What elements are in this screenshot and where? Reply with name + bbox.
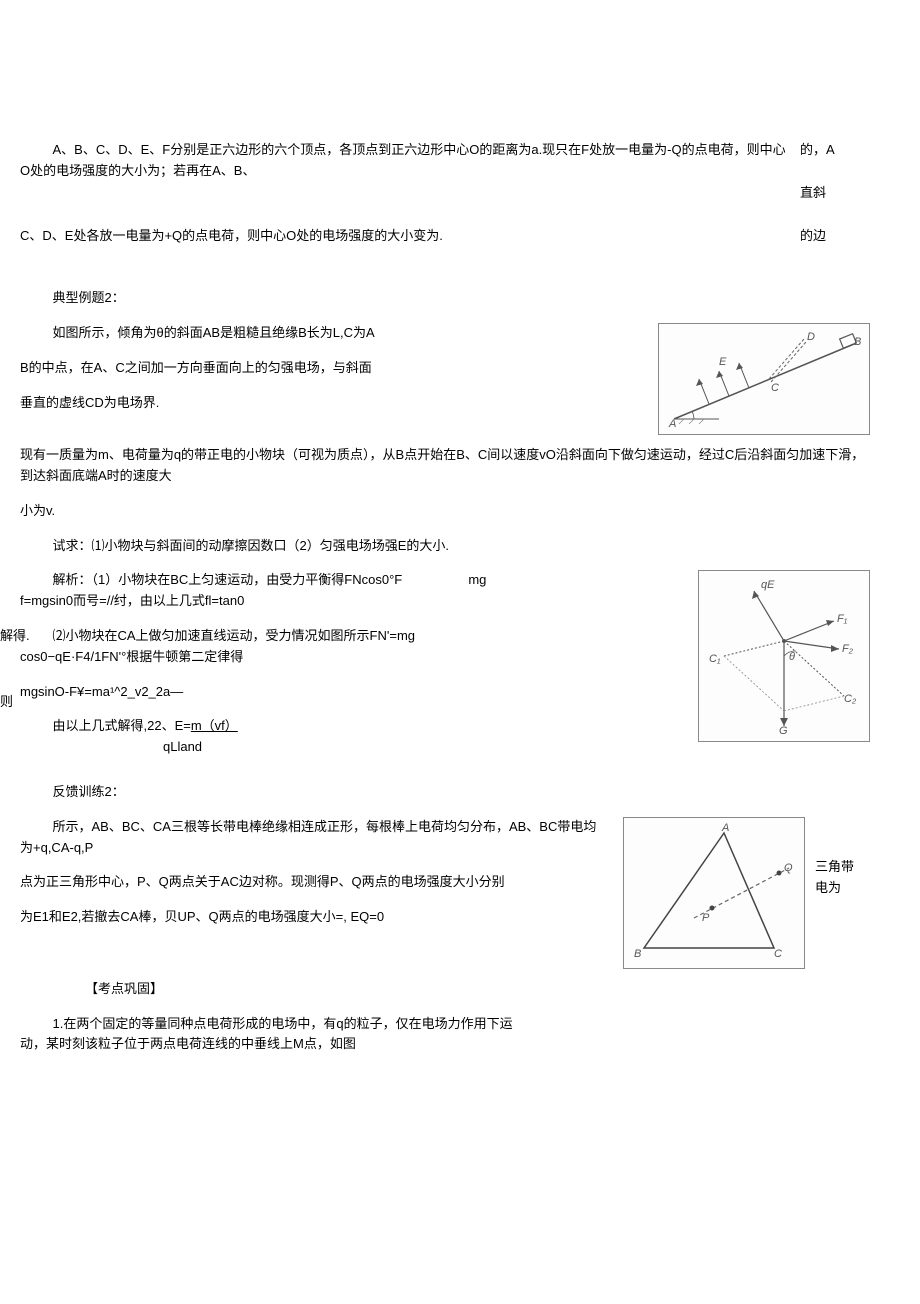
ex2-l3: 垂直的虚线CD为电场界. (20, 393, 648, 414)
hexagon-text-col: A、B、C、D、E、F分别是正六边形的六个顶点，各顶点到正六边形中心O的距离为a… (20, 140, 790, 196)
fb2-r2: 电为 (815, 878, 870, 899)
sol4u: m（vf） (191, 718, 238, 733)
solution-block: 解析：（1）小物块在BC上匀速运动，由受力平衡得FNcos0°F mg f=mg… (20, 570, 870, 772)
incline-figure: A B C D E (658, 323, 870, 435)
fig1-A: A (669, 416, 676, 434)
fig3-B: B (634, 946, 641, 964)
fig2-qE: qE (761, 577, 774, 595)
fb2-l3: 为E1和E2,若撤去CA棒，贝UP、Q两点的电场强度大小=, EQ=0 (20, 907, 603, 928)
hexagon-text-col-2: C、D、E处各放一电量为+Q的点电荷，则中心O处的电场强度的大小变为. (20, 226, 790, 261)
incline-svg (659, 324, 869, 434)
fig2-G: G (779, 723, 788, 741)
fb2-right-labels: 三角带 电为 (805, 817, 870, 899)
left-label-1: 解得. (0, 626, 30, 647)
fig3-P: P (702, 910, 709, 928)
fb2-l1: 所示，AB、BC、CA三根等长带电棒绝缘相连成正形，每根棒上电荷均匀分布，AB、… (20, 817, 603, 859)
sol1a: 解析：（1）小物块在BC上匀速运动，由受力平衡得FNcos0°F (53, 572, 403, 587)
fb2-r1: 三角带 (815, 857, 870, 878)
fig3-A: A (722, 820, 729, 838)
hex-p2: C、D、E处各放一电量为+Q的点电荷，则中心O处的电场强度的大小变为. (20, 226, 790, 247)
fb2-l2: 点为正三角形中心，P、Q两点关于AC边对称。现测得P、Q两点的电场强度大小分别 (20, 872, 603, 893)
ex2-l4: 现有一质量为m、电荷量为q的带正电的小物块（可视为质点），从B点开始在B、C间以… (20, 445, 870, 487)
ex2-title: 典型例题2： (20, 288, 870, 309)
hex-r2: 直斜 (800, 183, 870, 204)
ex2-block: 如图所示，倾角为θ的斜面AB是粗糙且绝缘B长为L,C为A B的中点，在A、C之间… (20, 323, 870, 435)
ex2-l5: 小为v. (20, 501, 870, 522)
fig2-F2: F₂ (842, 641, 853, 659)
fb2-block: 所示，AB、BC、CA三根等长带电棒绝缘相连成正形，每根棒上电荷均匀分布，AB、… (20, 817, 870, 969)
triangle-figure: A B C P Q (623, 817, 805, 969)
hex-r3: 的边 (800, 226, 870, 247)
ex2-l6: 试求：⑴小物块与斜面间的动摩擦因数口（2）匀强电场场强E的大小. (20, 536, 870, 557)
hexagon-problem-2: C、D、E处各放一电量为+Q的点电荷，则中心O处的电场强度的大小变为. 的边 (20, 226, 870, 269)
ex2-l2: B的中点，在A、C之间加一方向垂面向上的匀强电场，与斜面 (20, 358, 648, 379)
fig2-C1: C₁ (709, 651, 720, 669)
hex-r1: 的，A (800, 140, 870, 161)
force-diagram-figure: qE F₁ F₂ C₁ C₂ θ G (698, 570, 870, 742)
kg-q1: 1.在两个固定的等量同种点电荷形成的电场中，有q的粒子，仅在电场力作用下运动，某… (20, 1014, 520, 1056)
mg-label: mg (436, 570, 487, 591)
sol4b: qLland (163, 739, 202, 754)
sol4a: 由以上几式解得,22、E= (53, 718, 191, 733)
sol2a: ⑵小物块在CA上做匀加速直线运动，受力情况如图所示FN'=mg (53, 628, 416, 643)
ex2-l1: 如图所示，倾角为θ的斜面AB是粗糙且绝缘B长为L,C为A (20, 323, 648, 344)
sol-sec-2: 则 mgsinO-F¥=ma¹^2_v2_2a— (20, 682, 668, 703)
hex-right-labels-1: 的，A 直斜 (790, 140, 870, 226)
sol1: 解析：（1）小物块在BC上匀速运动，由受力平衡得FNcos0°F mg f=mg… (20, 570, 668, 612)
hexagon-problem: A、B、C、D、E、F分别是正六边形的六个顶点，各顶点到正六边形中心O的距离为a… (20, 140, 870, 226)
fig1-D: D (807, 329, 815, 347)
fig2-theta: θ (789, 649, 795, 667)
left-label-2: 则 (0, 692, 13, 713)
sol3: mgsinO-F¥=ma¹^2_v2_2a— (20, 682, 668, 703)
hex-p1: A、B、C、D、E、F分别是正六边形的六个顶点，各顶点到正六边形中心O的距离为a… (20, 140, 790, 182)
fig2-C2: C₂ (844, 691, 856, 709)
sol2b: cos0−qE·F4/1FN'°根据牛顿第二定律得 (20, 649, 243, 664)
fig3-Q: Q (784, 860, 793, 878)
fb2-text: 所示，AB、BC、CA三根等长带电棒绝缘相连成正形，每根棒上电荷均匀分布，AB、… (20, 817, 603, 942)
sol2: ⑵小物块在CA上做匀加速直线运动，受力情况如图所示FN'=mg cos0−qE·… (20, 626, 668, 668)
fig1-B: B (854, 334, 861, 352)
kg-title: 【考点巩固】 (20, 979, 870, 1000)
fig1-E: E (719, 354, 726, 372)
fig3-C: C (774, 946, 782, 964)
fig1-C: C (771, 380, 779, 398)
ex2-text: 如图所示，倾角为θ的斜面AB是粗糙且绝缘B长为L,C为A B的中点，在A、C之间… (20, 323, 648, 427)
hex-right-labels-2: 的边 (790, 226, 870, 269)
sol4: 由以上几式解得,22、E=m（vf） qLland (20, 716, 668, 758)
fig2-F1: F₁ (837, 611, 847, 629)
sol1b: f=mgsin0而号=//纣，由以上几式fl=tan0 (20, 593, 244, 608)
fb2-title: 反馈训练2： (20, 782, 870, 803)
solution-text: 解析：（1）小物块在BC上匀速运动，由受力平衡得FNcos0°F mg f=mg… (20, 570, 668, 772)
